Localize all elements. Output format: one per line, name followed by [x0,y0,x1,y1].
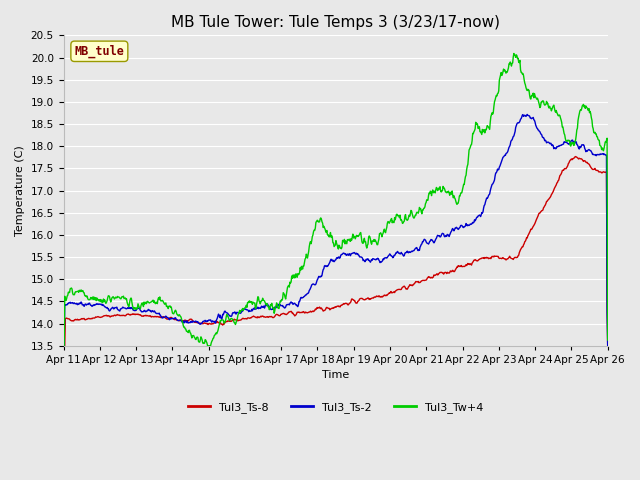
Text: MB_tule: MB_tule [74,45,124,58]
Title: MB Tule Tower: Tule Temps 3 (3/23/17-now): MB Tule Tower: Tule Temps 3 (3/23/17-now… [171,15,500,30]
Y-axis label: Temperature (C): Temperature (C) [15,145,25,236]
Legend: Tul3_Ts-8, Tul3_Ts-2, Tul3_Tw+4: Tul3_Ts-8, Tul3_Ts-2, Tul3_Tw+4 [184,398,488,418]
X-axis label: Time: Time [322,371,349,380]
